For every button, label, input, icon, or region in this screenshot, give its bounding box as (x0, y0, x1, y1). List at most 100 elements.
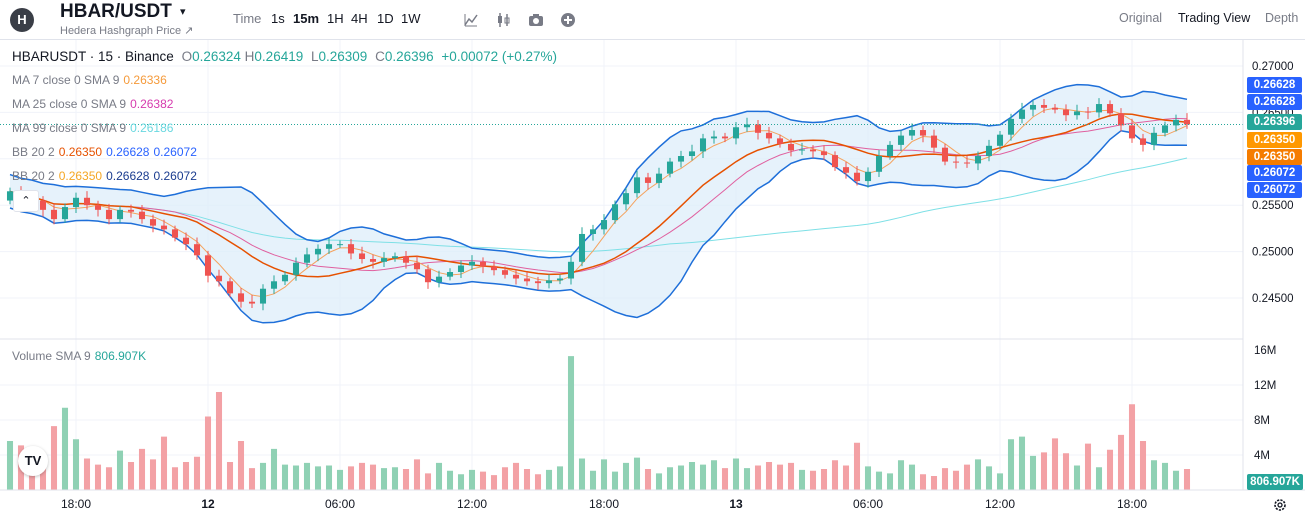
candle-body (1117, 113, 1125, 126)
camera-icon[interactable] (528, 12, 544, 28)
view-original[interactable]: Original (1119, 11, 1163, 25)
candle (798, 142, 806, 155)
candle-body (952, 161, 960, 163)
candle-body (248, 301, 256, 304)
volume-bar (380, 468, 388, 490)
candle-body (919, 130, 927, 136)
timeframe-1d[interactable]: 1D (377, 11, 394, 26)
candle-body (193, 244, 201, 256)
volume-value: 806.907K (94, 349, 147, 363)
candle (292, 257, 300, 281)
view-depth[interactable]: Depth (1265, 11, 1299, 25)
volume-bar (72, 439, 80, 490)
time-tick-label: 13 (729, 497, 743, 511)
volume-bar (523, 469, 531, 490)
candle-body (116, 209, 124, 220)
candle (50, 203, 58, 225)
candle-body (1007, 118, 1015, 135)
volume-bar (215, 392, 223, 490)
candle (941, 143, 949, 166)
candle (985, 139, 993, 162)
candle-body (1183, 119, 1191, 125)
volume-bar (281, 464, 289, 490)
plus-icon[interactable] (560, 12, 576, 28)
candle (545, 274, 553, 289)
volume-tick-label: 4M (1254, 450, 1270, 462)
tradingview-logo-icon[interactable]: TV (18, 446, 48, 476)
candle-body (6, 191, 14, 201)
volume-bar (149, 459, 157, 490)
bb-lower-tag-1: 0.26072 (1247, 165, 1302, 181)
bb2-legend[interactable]: BB 20 2 0.26350 0.26628 0.26072 (12, 169, 201, 183)
candle (182, 232, 190, 251)
high-value: 0.26419 (254, 49, 304, 64)
top-toolbar: H HBAR/USDT ▾ Hedera Hashgraph Price ↗ T… (0, 0, 1305, 40)
candle-body (864, 171, 872, 182)
volume-bar (1007, 439, 1015, 490)
ma25-legend[interactable]: MA 25 close 0 SMA 9 0.26382 (12, 97, 177, 111)
candle-body (501, 270, 509, 275)
volume-bar (699, 464, 707, 490)
indicators-icon[interactable] (463, 12, 479, 28)
candle-body (875, 156, 883, 172)
settings-gear-icon[interactable] (1273, 498, 1287, 512)
candle (633, 170, 641, 198)
ma99-legend[interactable]: MA 99 close 0 SMA 9 0.26186 (12, 121, 177, 135)
candle-type-icon[interactable] (496, 12, 512, 28)
candle (391, 252, 399, 262)
candle (875, 150, 883, 177)
bb-lower-tag-2: 0.26072 (1247, 182, 1302, 198)
candle-body (699, 138, 707, 152)
candle (1106, 100, 1114, 118)
volume-bar (204, 416, 212, 490)
time-axis: 18:00 12 06:00 12:00 18:00 13 06:00 12:00 18:00 (61, 497, 1147, 511)
timeframe-15m[interactable]: 15m (293, 11, 320, 26)
candle-body (633, 177, 641, 194)
bollinger-upper-line (9, 83, 1188, 259)
timeframe-1s[interactable]: 1s (271, 11, 285, 26)
volume-bar (798, 469, 806, 490)
volume-bar (314, 466, 322, 490)
candle-body (1150, 132, 1158, 145)
bb1-legend[interactable]: BB 20 2 0.26350 0.26628 0.26072 (12, 145, 201, 159)
candle-body (589, 229, 597, 234)
timeframe-1w[interactable]: 1W (401, 11, 421, 26)
volume-bar (270, 448, 278, 490)
candle-body (1029, 104, 1037, 110)
candle (820, 145, 828, 161)
chevron-up-icon[interactable]: ⌃ (13, 190, 39, 212)
candle-body (259, 288, 267, 304)
candle (1183, 113, 1191, 129)
candle-body (215, 275, 223, 282)
volume-bar (61, 407, 69, 490)
timeframe-1h[interactable]: 1H (327, 11, 344, 26)
volume-bar (6, 441, 14, 490)
ma7-legend[interactable]: MA 7 close 0 SMA 9 0.26336 (12, 73, 171, 87)
candle-body (182, 237, 190, 245)
candle-body (1128, 125, 1136, 139)
candle (996, 130, 1004, 150)
chevron-down-icon[interactable]: ▾ (180, 6, 186, 18)
candle-body (237, 293, 245, 302)
candle-body (534, 281, 542, 284)
volume-bar (424, 473, 432, 490)
ma25-label: MA 25 close 0 SMA 9 (12, 97, 127, 111)
volume-bar (842, 465, 850, 490)
candle (325, 238, 333, 255)
volume-bar (369, 464, 377, 490)
change-value: +0.00072 (+0.27%) (441, 49, 558, 64)
candle (864, 167, 872, 188)
candle (831, 151, 839, 171)
candle (226, 277, 234, 298)
timeframe-4h[interactable]: 4H (351, 11, 368, 26)
symbol-title[interactable]: HBAR/USDT (60, 1, 172, 22)
volume-bar (94, 464, 102, 490)
volume-bar (875, 471, 883, 490)
volume-bar (402, 469, 410, 490)
price-chart[interactable]: 0.270000.265000.260000.255000.250000.245… (0, 40, 1305, 521)
view-trading-view[interactable]: Trading View (1178, 11, 1251, 25)
symbol-subtitle-link[interactable]: Hedera Hashgraph Price ↗ (60, 25, 194, 37)
candle (699, 133, 707, 159)
candle-body (820, 151, 828, 156)
candle-body (809, 149, 817, 152)
